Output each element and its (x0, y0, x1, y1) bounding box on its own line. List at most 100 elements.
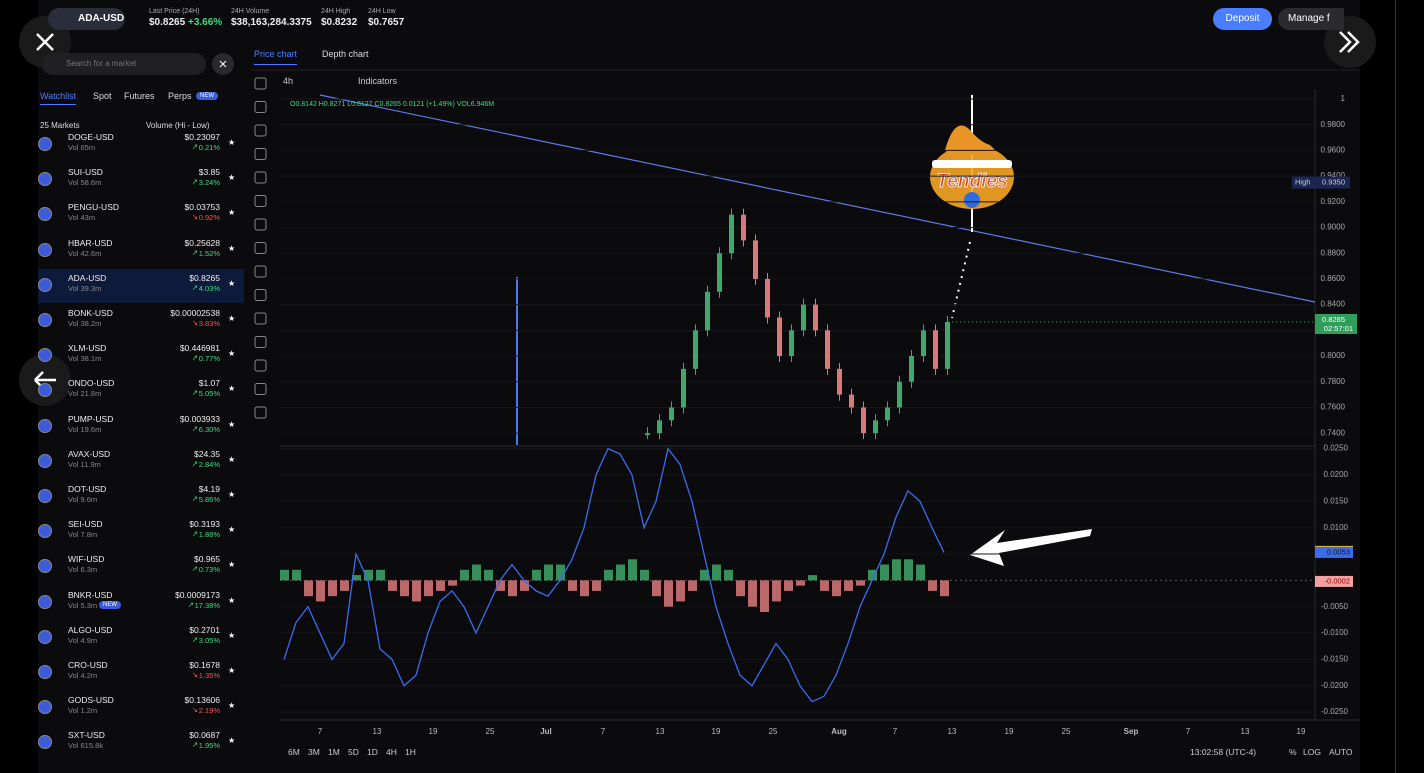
market-name[interactable]: GODS-USD (68, 695, 114, 706)
market-name[interactable]: SXT-USD (68, 730, 105, 741)
market-name[interactable]: DOT-USD (68, 484, 107, 494)
y-tick-label: 0.8800 (1321, 248, 1346, 257)
market-name[interactable]: WIF-USD (68, 554, 105, 565)
tool-icon (254, 77, 267, 90)
star[interactable]: ★ (228, 630, 236, 640)
back-button[interactable] (19, 354, 71, 406)
x-tick-label: 13 (948, 727, 957, 736)
histogram-bar (520, 580, 529, 591)
market-price: $0.25628 (184, 237, 220, 248)
search-box[interactable]: Search for a market (42, 53, 206, 75)
star[interactable]: ★ (228, 454, 236, 464)
star[interactable]: ★ (228, 243, 236, 253)
range-button[interactable]: 1H (405, 747, 416, 757)
x-tick-label: 13 (373, 727, 382, 736)
histogram-bar (376, 569, 385, 581)
trendline (319, 94, 1316, 303)
sidebar-tab[interactable]: Watchlist (40, 91, 77, 105)
range-button[interactable]: 1M (328, 747, 340, 757)
histogram-bar (712, 564, 721, 581)
scale-option[interactable]: AUTO (1329, 747, 1353, 757)
sidebar-tab[interactable]: Perps (168, 91, 192, 101)
chart-tab[interactable]: Depth chart (322, 49, 369, 59)
market-name[interactable]: BONK-USD (68, 308, 113, 318)
market-name[interactable]: ONDO-USD (68, 378, 115, 389)
candle (873, 420, 878, 434)
star[interactable]: ★ (228, 278, 236, 288)
market-vol: Vol 11.9m (68, 459, 101, 469)
star[interactable]: ★ (228, 173, 236, 183)
market-price: $0.8265 (189, 272, 220, 283)
histogram-bar (796, 580, 805, 586)
sort[interactable]: Volume (Hi - Low) (146, 121, 210, 130)
star[interactable]: ★ (228, 314, 236, 323)
star[interactable]: ★ (228, 208, 236, 218)
market-name[interactable]: CRO-USD (68, 660, 108, 670)
candle (669, 407, 674, 421)
star[interactable]: ★ (228, 419, 236, 429)
market-change: 2.19% (198, 706, 220, 716)
market-name[interactable]: ALGO-USD (68, 624, 113, 635)
y-tick-label: 0.9600 (1321, 146, 1346, 155)
histogram-bar (916, 564, 925, 581)
sidebar-tab[interactable]: Futures (124, 91, 155, 101)
star[interactable]: ★ (228, 666, 236, 675)
star[interactable]: ★ (228, 525, 236, 535)
star[interactable]: ★ (228, 349, 236, 359)
y-tick-label: 0.7400 (1321, 428, 1346, 437)
range-button[interactable]: 6M (288, 747, 300, 757)
market-name[interactable]: ADA-USD (68, 272, 107, 283)
market-name[interactable]: SEI-USD (68, 519, 103, 530)
indicators[interactable]: Indicators (358, 76, 398, 86)
stat-label: 24H Low (368, 8, 396, 15)
scale-option[interactable]: LOG (1303, 747, 1321, 757)
search-clear[interactable] (212, 53, 234, 75)
market-name[interactable]: BNKR-USD (68, 589, 113, 600)
market-change: 0.92% (198, 213, 220, 223)
histogram-bar (604, 569, 613, 581)
x-tick-label: Aug (831, 727, 847, 736)
y-tick-label: 0.8000 (1321, 351, 1346, 360)
market-name[interactable]: SUI-USD (68, 167, 103, 178)
scale-option[interactable]: % (1289, 747, 1297, 757)
macd-line (283, 447, 945, 703)
star[interactable]: ★ (228, 701, 236, 711)
market-change: 1.88% (198, 530, 220, 540)
divider (1395, 0, 1396, 773)
star[interactable]: ★ (228, 595, 236, 605)
chart-tab[interactable]: Price chart (254, 49, 298, 65)
change-arrow: ↗ (191, 177, 198, 187)
market-price: $24.35 (194, 448, 220, 459)
range-button[interactable]: 5D (348, 747, 359, 757)
star[interactable]: ★ (228, 560, 236, 570)
range-button[interactable]: 4H (386, 747, 397, 757)
range-button[interactable]: 1D (367, 747, 378, 757)
manage-button[interactable]: Manage f (1278, 8, 1344, 30)
x-tick-label: 7 (318, 727, 323, 736)
market-name[interactable]: PENGU-USD (68, 202, 120, 213)
market-name[interactable]: AVAX-USD (68, 448, 111, 459)
sidebar-tab[interactable]: Spot (93, 91, 112, 101)
high-name: High (1295, 178, 1310, 187)
candle (801, 304, 806, 331)
market-name[interactable]: HBAR-USD (68, 237, 113, 248)
market-change: 3.24% (198, 178, 220, 188)
star[interactable]: ★ (228, 736, 236, 746)
star[interactable]: ★ (228, 384, 236, 394)
range-button[interactable]: 3M (308, 747, 320, 757)
change-arrow: ↗ (191, 142, 198, 151)
market-name[interactable]: PUMP-USD (68, 413, 114, 424)
star[interactable]: ★ (228, 138, 236, 147)
market-name[interactable]: XLM-USD (68, 343, 107, 354)
deposit-button[interactable]: Deposit (1213, 8, 1272, 30)
stat-value: $0.7657 (368, 17, 405, 28)
market-name[interactable]: DOGE-USD (68, 132, 114, 142)
histogram-bar (808, 575, 817, 581)
interval[interactable]: 4h (283, 76, 294, 86)
histogram-bar (736, 580, 745, 597)
star[interactable]: ★ (228, 490, 236, 499)
market-vol: Vol 4.9m (68, 635, 98, 645)
market-icon (38, 277, 52, 292)
candle (861, 407, 866, 434)
y-tick-label: 0.0100 (1324, 523, 1349, 532)
